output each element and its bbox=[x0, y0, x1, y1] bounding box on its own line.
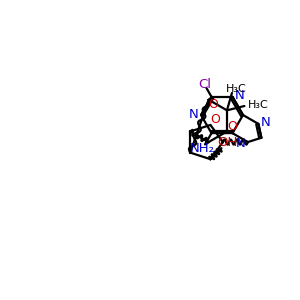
Text: O: O bbox=[211, 113, 220, 126]
Text: O: O bbox=[227, 120, 237, 133]
Text: N: N bbox=[235, 89, 244, 102]
Text: O: O bbox=[209, 98, 219, 111]
Text: H₃C: H₃C bbox=[248, 100, 268, 110]
Text: NH₂: NH₂ bbox=[190, 142, 215, 155]
Text: N: N bbox=[260, 116, 270, 129]
Text: OH: OH bbox=[217, 136, 238, 149]
Text: N: N bbox=[236, 136, 246, 150]
Text: N: N bbox=[189, 107, 199, 121]
Text: H₃C: H₃C bbox=[226, 84, 246, 94]
Text: Cl: Cl bbox=[198, 78, 211, 91]
